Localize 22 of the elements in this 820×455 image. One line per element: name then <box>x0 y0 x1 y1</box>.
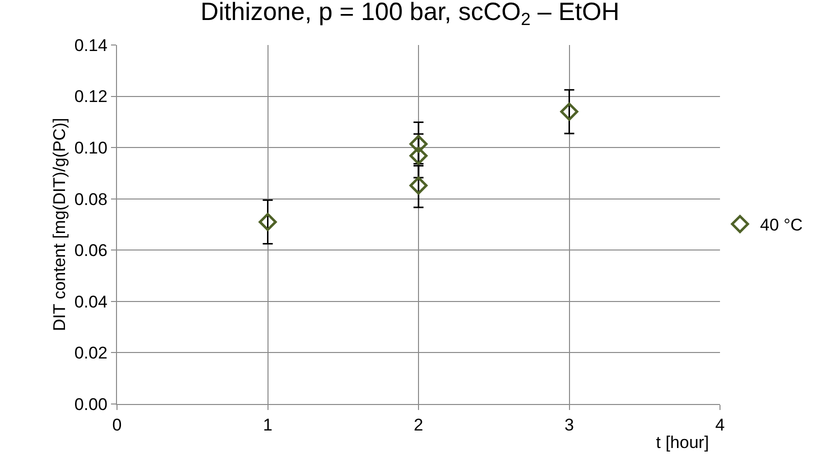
x-tick-label: 3 <box>564 416 574 435</box>
y-tick-label: 0.02 <box>74 344 108 363</box>
y-tick-label: 0.06 <box>74 241 108 260</box>
y-tick-label: 0.08 <box>74 190 108 209</box>
legend-label: 40 °C <box>760 216 803 235</box>
point <box>409 176 428 195</box>
y-axis-title: DIT content [mg(DIT)/g(PC)] <box>50 118 69 332</box>
chart-title: Dithizone, p = 100 bar, scCO$_{2}$ – EtOH <box>200 0 620 30</box>
x-tick-label: 4 <box>715 416 725 435</box>
y-tick-label: 0.00 <box>74 394 108 414</box>
point <box>258 212 277 231</box>
point <box>409 146 428 165</box>
point <box>560 102 578 121</box>
y-tick-label: 0.04 <box>74 292 108 312</box>
x-axis-title: t [hour] <box>656 433 709 452</box>
y-tick-label: 0.10 <box>74 138 108 158</box>
x-tick-label: 1 <box>263 416 272 435</box>
x-tick-label: 0 <box>112 416 122 435</box>
x-tick-label: 2 <box>414 416 424 435</box>
y-tick-label: 0.14 <box>74 36 108 55</box>
point <box>409 134 428 154</box>
y-tick-label: 0.12 <box>74 87 108 106</box>
